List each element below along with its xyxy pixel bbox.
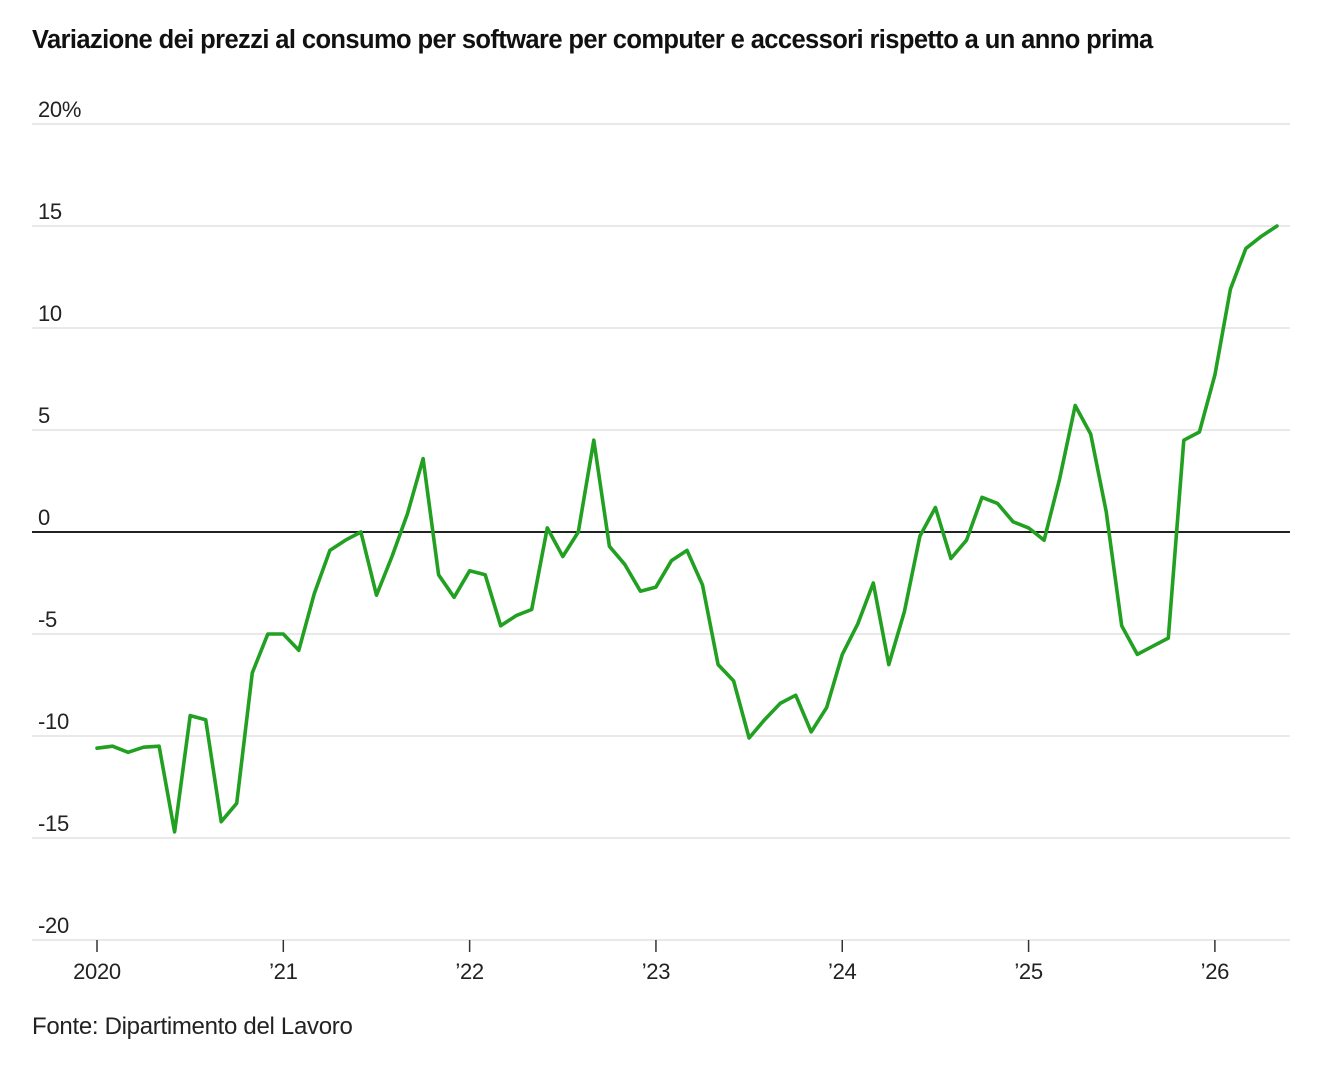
x-tick-label: ’26	[1201, 959, 1230, 984]
x-tick-label: ’23	[642, 959, 671, 984]
gridlines	[32, 123, 1290, 941]
x-axis: 2020 ’21 ’22 ’23 ’24 ’25 ’26	[73, 940, 1229, 984]
chart-title: Variazione dei prezzi al consumo per sof…	[32, 26, 1153, 54]
y-tick-label: 5	[38, 403, 50, 428]
x-tick-label: ’25	[1014, 959, 1043, 984]
y-tick-label: 15	[38, 199, 62, 224]
y-tick-label: -10	[38, 709, 69, 734]
y-axis-labels: 20% 15 10 5 0 -5 -10 -15 -20	[38, 97, 81, 938]
y-tick-label: 0	[38, 505, 50, 530]
y-tick-label: 10	[38, 301, 62, 326]
y-tick-label: -5	[38, 607, 57, 632]
y-tick-label: -20	[38, 913, 69, 938]
x-tick-label: 2020	[73, 959, 121, 984]
x-tick-label: ’24	[828, 959, 857, 984]
series-line	[95, 224, 1279, 834]
source-note: Fonte: Dipartimento del Lavoro	[32, 1013, 353, 1040]
x-tick-label: ’21	[269, 959, 298, 984]
y-tick-label: -15	[38, 811, 69, 836]
y-tick-label: 20%	[38, 97, 81, 122]
x-tick-label: ’22	[455, 959, 484, 984]
series-group	[95, 224, 1279, 834]
